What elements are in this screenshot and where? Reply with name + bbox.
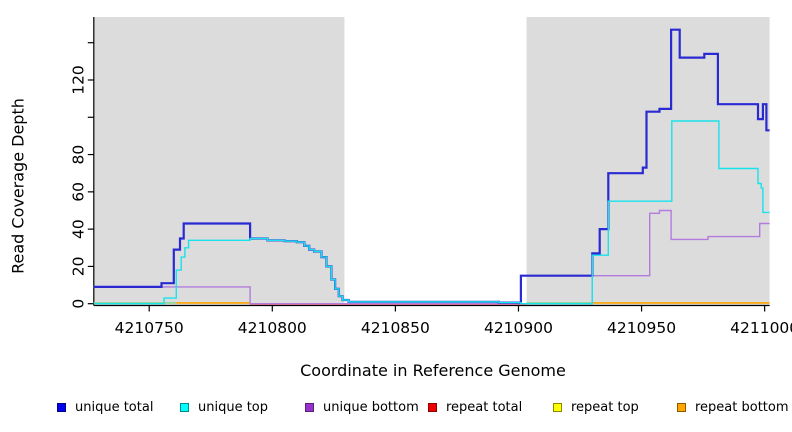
x-tick-label: 4210950 (607, 319, 676, 337)
legend-swatch-icon (57, 402, 66, 412)
legend-swatch-icon (428, 402, 437, 412)
series-unique-bottom (93, 209, 770, 305)
y-tick-label: 80 (69, 145, 87, 165)
legend-item-repeat-total: repeat total (428, 399, 522, 415)
legend-item-unique-total: unique total (57, 399, 153, 415)
legend-swatch-icon (677, 402, 686, 412)
y-axis-title: Read Coverage Depth (8, 98, 28, 274)
x-tick-label: 4210800 (238, 319, 307, 337)
legend-swatch-icon (553, 402, 562, 412)
y-tick-label: 60 (69, 182, 87, 202)
legend-label: unique total (75, 399, 154, 415)
legend-item-repeat-bottom: repeat bottom (677, 399, 789, 415)
legend-label: repeat bottom (695, 399, 789, 415)
legend-label: repeat top (571, 399, 639, 415)
y-tick-label: 120 (69, 65, 87, 95)
legend-item-repeat-top: repeat top (553, 399, 639, 415)
legend-item-unique-bottom: unique bottom (305, 399, 419, 415)
y-tick-label: 40 (69, 219, 87, 239)
series-unique-top (93, 120, 770, 305)
x-tick-label: 4210850 (361, 319, 430, 337)
x-tick-label: 4210900 (484, 319, 553, 337)
x-tick-label: 4210750 (115, 319, 184, 337)
x-axis-title: Coordinate in Reference Genome (300, 361, 566, 380)
y-tick-label: 20 (69, 257, 87, 277)
legend-swatch-icon (180, 402, 189, 412)
shaded-region (93, 17, 345, 306)
y-tick-label: 0 (69, 299, 87, 309)
shaded-region (526, 17, 770, 306)
legend-swatch-icon (305, 402, 314, 412)
legend-label: repeat total (446, 399, 523, 415)
legend-item-unique-top: unique top (180, 399, 268, 415)
legend-label: unique bottom (323, 399, 419, 415)
legend-label: unique top (198, 399, 269, 415)
